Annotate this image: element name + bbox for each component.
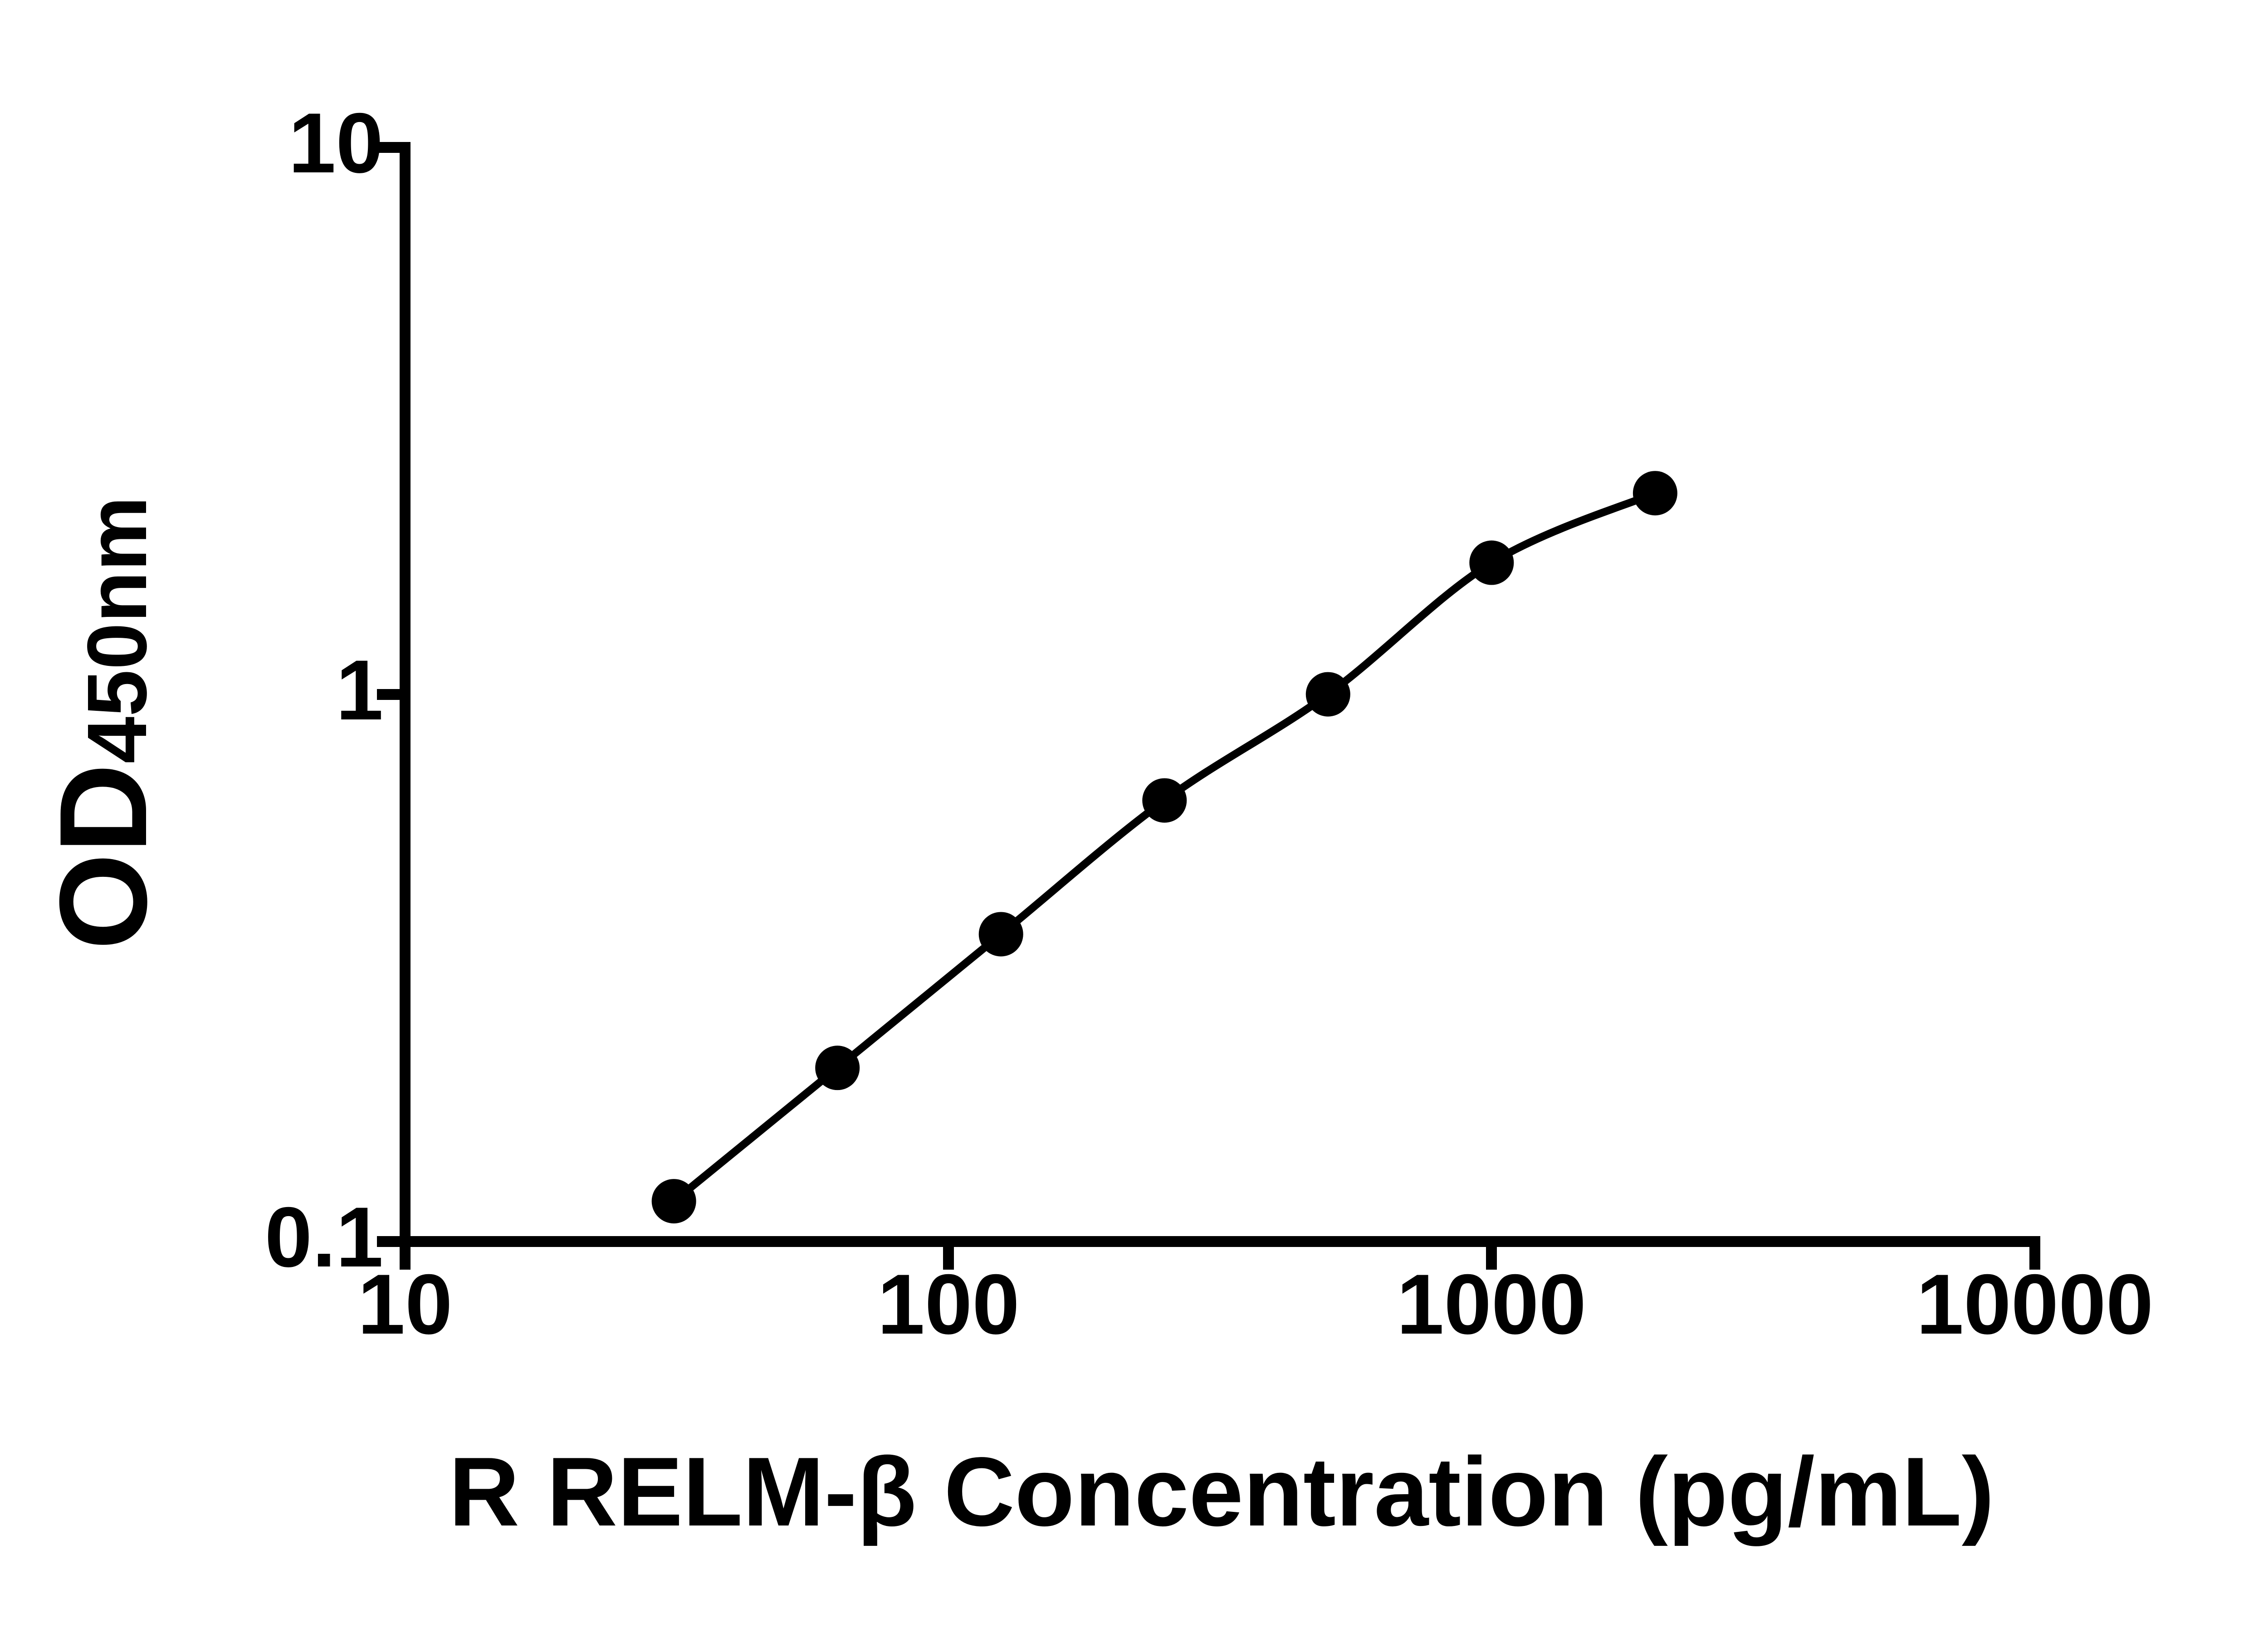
svg-text:10: 10: [288, 95, 383, 191]
svg-text:1000: 1000: [1397, 1257, 1586, 1352]
svg-text:10: 10: [357, 1257, 452, 1352]
svg-text:100: 100: [877, 1257, 1020, 1352]
svg-text:R RELM-β Concentration (pg/mL): R RELM-β Concentration (pg/mL): [449, 1437, 1994, 1546]
svg-text:1: 1: [336, 642, 383, 738]
svg-text:10000: 10000: [1916, 1257, 2154, 1352]
